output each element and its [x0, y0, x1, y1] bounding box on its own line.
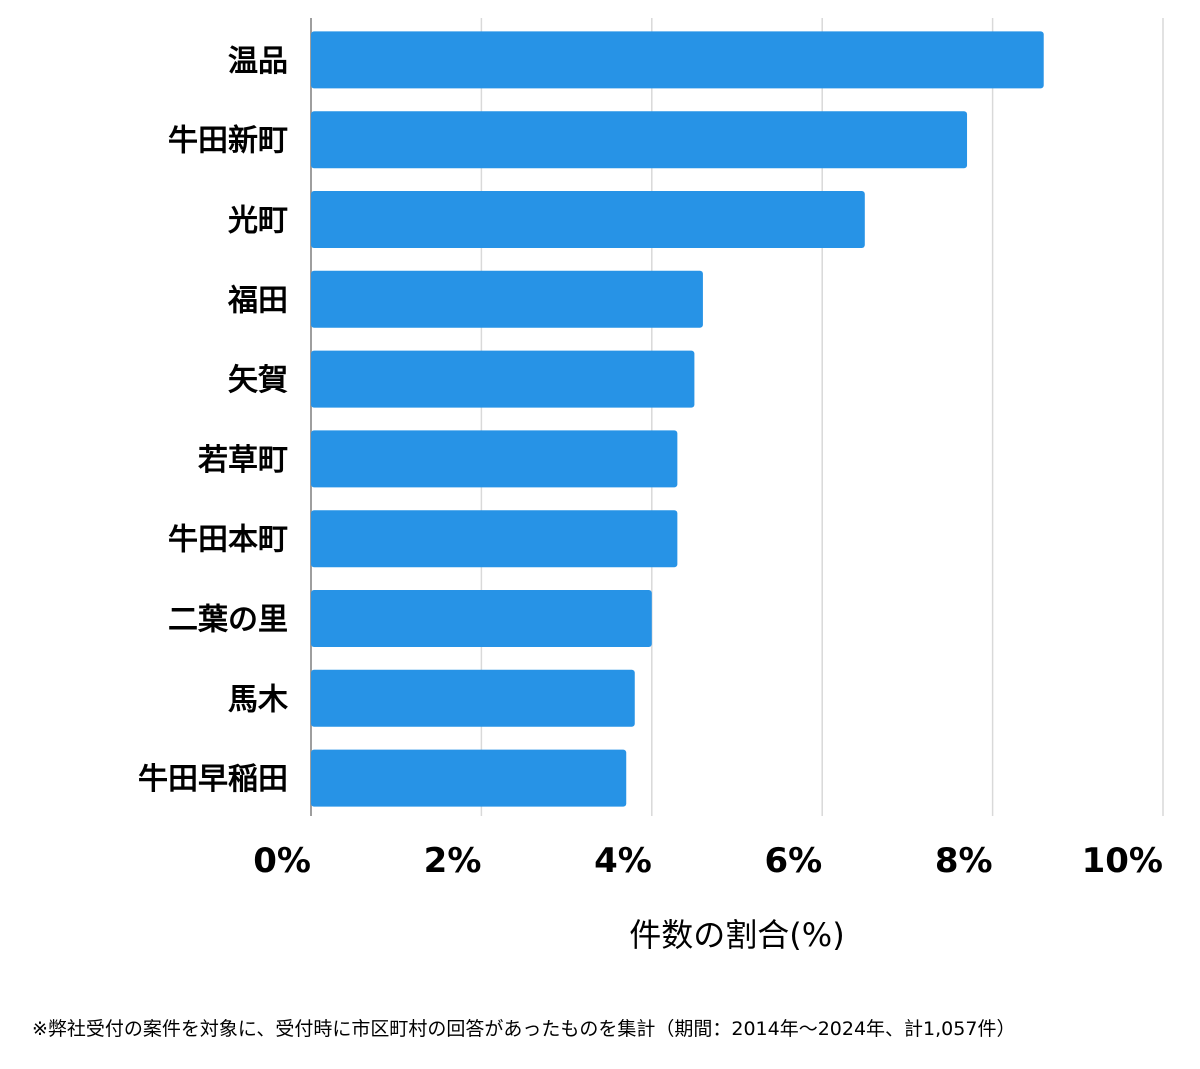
x-tick-label: 6% — [764, 841, 822, 881]
category-label: 馬木 — [228, 682, 288, 717]
x-axis-title: 件数の割合(%) — [629, 916, 844, 954]
category-label: 光町 — [228, 204, 288, 239]
category-label: 温品 — [228, 44, 288, 79]
bar — [311, 350, 695, 408]
x-tick-label: 10% — [1082, 841, 1163, 881]
bar — [311, 111, 968, 169]
category-label: 牛田新町 — [168, 124, 288, 159]
bar — [311, 31, 1044, 89]
category-label: 牛田早稲田 — [138, 762, 288, 797]
x-tick-labels: 0% 2% 4% 6% 8% 10% — [253, 841, 1163, 881]
bar — [311, 191, 865, 248]
category-label: 二葉の里 — [168, 603, 288, 638]
x-tick-label: 8% — [935, 841, 993, 881]
category-label: 矢賀 — [228, 363, 288, 398]
bar — [311, 590, 652, 647]
bar — [311, 510, 678, 568]
bar — [311, 669, 635, 727]
bar — [311, 749, 627, 807]
bar — [311, 430, 678, 488]
footnote: ※弊社受付の案件を対象に、受付時に市区町村の回答があったものを集計（期間：201… — [32, 1018, 1016, 1040]
category-label: 牛田本町 — [168, 523, 288, 558]
category-label: 若草町 — [198, 443, 288, 478]
x-tick-label: 2% — [424, 841, 482, 881]
x-tick-label: 4% — [594, 841, 652, 881]
bar — [311, 270, 703, 328]
bars — [311, 31, 1044, 807]
category-label: 福田 — [227, 283, 288, 318]
x-tick-label: 0% — [253, 841, 311, 881]
